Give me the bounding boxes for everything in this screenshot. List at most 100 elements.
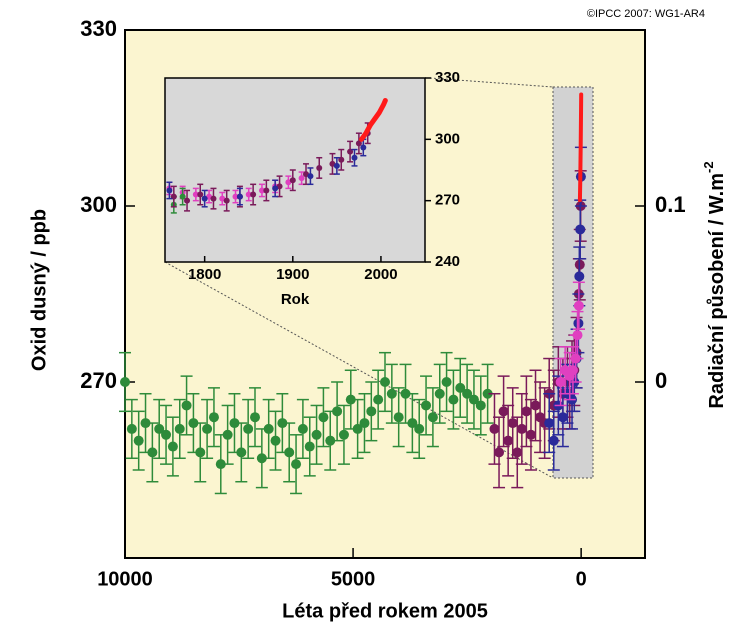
point <box>352 423 363 434</box>
y2-tick-label: 0.1 <box>655 192 686 217</box>
point <box>507 418 518 429</box>
point <box>366 406 377 417</box>
point <box>311 429 322 440</box>
point <box>277 418 288 429</box>
y-tick-label: 330 <box>80 16 117 41</box>
point <box>434 388 445 399</box>
x-axis-label: Léta před rokem 2005 <box>282 600 488 622</box>
point <box>289 177 296 184</box>
point <box>530 400 541 411</box>
point <box>489 423 500 434</box>
point <box>462 388 473 399</box>
x-tick-label: 2000 <box>364 266 397 283</box>
point <box>258 187 265 194</box>
point <box>197 191 204 198</box>
point <box>575 224 586 235</box>
y-tick-label: 330 <box>435 69 460 86</box>
point <box>355 140 362 147</box>
x-tick-label: 0 <box>576 568 587 590</box>
point <box>133 435 144 446</box>
point <box>284 447 295 458</box>
point <box>250 191 257 198</box>
point <box>351 154 358 161</box>
point <box>250 412 260 423</box>
point <box>455 382 466 393</box>
point <box>210 195 217 202</box>
point <box>557 412 568 423</box>
x-tick-label: 10000 <box>97 568 153 590</box>
point <box>574 271 585 282</box>
point <box>223 197 230 204</box>
point <box>184 197 191 204</box>
point <box>236 193 243 200</box>
point <box>161 429 172 440</box>
point <box>475 400 486 411</box>
point <box>208 412 219 423</box>
point <box>332 406 343 417</box>
point <box>516 423 527 434</box>
inset-x-axis-label: Rok <box>281 291 310 308</box>
point <box>179 193 186 200</box>
point <box>298 175 305 182</box>
y2-axis-label: Radiační působení / W.m-2 <box>701 161 728 408</box>
point <box>120 377 130 387</box>
point <box>345 394 356 405</box>
point <box>166 187 173 194</box>
point <box>427 412 438 423</box>
y-tick-label: 300 <box>435 130 460 147</box>
point <box>222 429 233 440</box>
main-plot: 10000 5000 0 270 300 330 0 0.1 <box>80 16 685 590</box>
point <box>359 418 370 429</box>
point <box>140 418 151 429</box>
point <box>316 164 323 171</box>
point <box>167 441 178 452</box>
inset-plot: 1800 1900 2000 240 270 300 330 <box>166 69 460 283</box>
point <box>229 418 240 429</box>
point <box>482 388 493 399</box>
point <box>291 459 302 470</box>
point <box>195 447 206 458</box>
point <box>525 429 536 440</box>
credit: ©IPCC 2007: WG1-AR4 <box>587 8 705 20</box>
y2-axis-label-main: Radiační působení / W.m <box>706 173 728 409</box>
point <box>215 459 226 470</box>
x-tick-label: 1800 <box>188 266 221 283</box>
point <box>448 394 459 405</box>
point <box>407 418 418 429</box>
point <box>498 406 509 417</box>
point <box>318 412 329 423</box>
point <box>503 435 514 446</box>
point <box>174 423 185 434</box>
x-tick-label: 5000 <box>331 568 376 590</box>
point <box>270 435 281 446</box>
point <box>263 423 274 434</box>
point <box>304 441 315 452</box>
point <box>243 423 254 434</box>
point <box>441 377 452 387</box>
point <box>386 388 397 399</box>
line <box>359 97 388 142</box>
y-tick-label: 300 <box>80 192 117 217</box>
point <box>201 195 208 202</box>
point <box>154 423 165 434</box>
point <box>360 144 367 151</box>
y2-axis-label-sup: -2 <box>701 161 716 173</box>
point <box>400 388 411 399</box>
point <box>567 365 578 376</box>
point <box>512 447 523 458</box>
x-tick-label: 1900 <box>276 266 309 283</box>
y-tick-label: 240 <box>435 253 460 270</box>
y-axis-label: Oxid dusný / ppb <box>28 209 50 371</box>
point <box>548 435 559 446</box>
point <box>555 377 566 387</box>
point <box>573 300 584 311</box>
point <box>272 185 279 192</box>
point <box>181 400 192 411</box>
point <box>544 418 555 429</box>
point <box>256 453 267 464</box>
y-tick-label: 270 <box>80 368 117 393</box>
zoom-connector <box>429 77 554 88</box>
point <box>494 447 505 458</box>
point <box>232 193 239 200</box>
